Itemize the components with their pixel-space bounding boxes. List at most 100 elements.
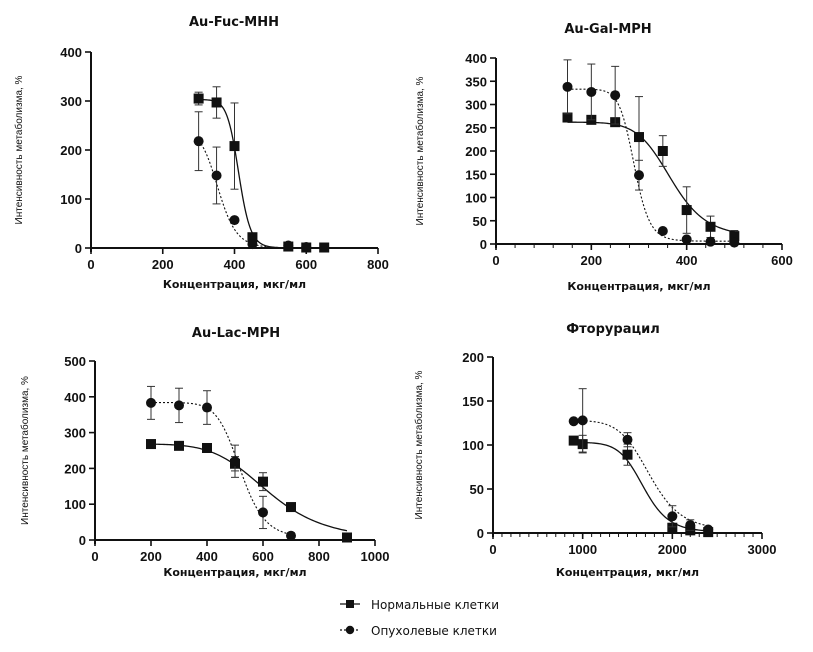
data-point-circle: [657, 225, 668, 236]
y-tick-label: 200: [60, 143, 82, 158]
y-tick-label: 200: [465, 144, 487, 159]
x-tick-label: 200: [140, 549, 162, 564]
x-tick-label: 800: [308, 549, 330, 564]
data-point-square: [705, 221, 716, 232]
data-point-circle: [174, 400, 184, 411]
data-point-circle: [286, 530, 296, 541]
series-tumor-cells: [568, 388, 714, 535]
data-point-square: [622, 449, 633, 460]
x-tick-label: 600: [295, 257, 317, 272]
data-point-square: [342, 532, 352, 543]
fit-curve: [151, 401, 292, 536]
chart-title: Au-Gal-MPH: [564, 22, 651, 37]
x-tick-label: 800: [367, 257, 389, 272]
data-point-square: [729, 231, 740, 242]
y-tick-label: 400: [60, 45, 82, 60]
data-point-square: [667, 522, 678, 533]
data-point-circle: [229, 215, 240, 226]
y-tick-label: 400: [465, 51, 487, 66]
data-point-circle: [681, 234, 692, 245]
data-point-circle: [705, 236, 716, 247]
fit-curve: [573, 441, 709, 532]
data-point-circle: [301, 242, 312, 253]
data-point-circle: [230, 456, 240, 467]
x-tick-label: 0: [87, 257, 94, 272]
y-tick-label: 100: [60, 192, 82, 207]
data-point-square: [657, 146, 668, 156]
data-point-square: [211, 97, 222, 108]
x-axis-label: Концентрация, мкг/мл: [163, 566, 306, 579]
data-point-square: [562, 112, 573, 123]
x-tick-label: 3000: [748, 542, 777, 557]
data-point-circle: [667, 511, 678, 522]
y-axis-label: Интенсивность метаболизма, %: [413, 370, 425, 519]
series-tumor-cells: [193, 111, 312, 253]
series-tumor-cells: [562, 59, 740, 248]
data-point-circle: [211, 170, 222, 181]
data-point-circle: [610, 90, 621, 101]
data-point-square: [247, 232, 258, 243]
series-normal-cells: [146, 439, 352, 543]
y-tick-label: 0: [477, 526, 484, 541]
legend-label-tumor: Опухолевые клетки: [371, 624, 497, 638]
y-tick-label: 250: [465, 121, 487, 136]
chart-panel-4: Фторурацил 0 1000 2000 3000 0 50 100 150 200 Конце…: [413, 322, 776, 579]
x-tick-label: 1000: [361, 549, 390, 564]
y-tick-label: 500: [64, 354, 86, 369]
legend-item-normal: Нормальные клетки: [340, 598, 499, 612]
data-point-circle: [577, 415, 588, 426]
y-tick-label: 50: [470, 482, 484, 497]
data-point-square: [568, 435, 579, 446]
x-axis-label: Концентрация, мкг/мл: [163, 278, 306, 291]
legend-item-tumor: Опухолевые клетки: [340, 624, 497, 638]
fit-curve: [567, 121, 735, 233]
chart-title: Фторурацил: [566, 322, 659, 337]
legend: Нормальные клетки Опухолевые клетки: [340, 598, 499, 638]
y-tick-label: 100: [462, 438, 484, 453]
fit-curve: [567, 88, 735, 242]
data-point-square: [174, 440, 184, 451]
y-tick-label: 300: [465, 98, 487, 113]
y-axis-label: Интенсивность метаболизма, %: [414, 76, 426, 225]
x-tick-label: 400: [676, 253, 698, 268]
x-tick-label: 400: [196, 549, 218, 564]
x-tick-label: 600: [252, 549, 274, 564]
x-tick-label: 0: [91, 549, 98, 564]
y-tick-label: 300: [60, 94, 82, 109]
data-point-circle: [247, 239, 258, 250]
x-tick-label: 600: [771, 253, 793, 268]
chart-panel-1: Au-Fuc-MHH 0 200 400 600 800 0 100 200 300 400 Конц…: [13, 15, 389, 291]
x-tick-label: 200: [580, 253, 602, 268]
y-tick-label: 150: [462, 394, 484, 409]
fit-curve: [573, 419, 709, 527]
data-point-circle: [258, 507, 268, 518]
data-point-circle: [202, 402, 212, 413]
x-tick-label: 2000: [658, 542, 687, 557]
data-point-circle: [685, 520, 696, 531]
data-point-circle: [562, 81, 573, 92]
y-tick-label: 150: [465, 167, 487, 182]
x-tick-label: 0: [492, 253, 499, 268]
data-point-circle: [729, 237, 740, 248]
data-point-circle: [283, 240, 294, 251]
y-tick-label: 100: [64, 497, 86, 512]
chart-title: Au-Fuc-MHH: [189, 15, 279, 30]
x-axis-label: Концентрация, мкг/мл: [567, 280, 710, 293]
x-tick-label: 400: [224, 257, 246, 272]
y-tick-label: 350: [465, 74, 487, 89]
data-point-square: [229, 141, 240, 152]
y-tick-label: 0: [79, 533, 86, 548]
y-tick-label: 200: [64, 461, 86, 476]
chart-panel-3: Au-Lac-MPH 0 200 400 600 800 1000 0 100 200 300 400…: [19, 326, 389, 579]
data-point-square: [258, 476, 268, 487]
x-tick-label: 200: [152, 257, 174, 272]
y-tick-label: 0: [480, 237, 487, 252]
x-axis-label: Концентрация, мкг/мл: [556, 566, 699, 579]
chart-panel-2: Au-Gal-MPH 0 200 400 600 0 50 100 150 200 250 300 35…: [414, 22, 793, 293]
data-point-square: [634, 132, 644, 143]
y-axis-label: Интенсивность метаболизма, %: [19, 376, 31, 525]
legend-label-normal: Нормальные клетки: [371, 598, 499, 612]
data-point-circle: [193, 136, 204, 147]
legend-square-marker: [346, 600, 354, 608]
